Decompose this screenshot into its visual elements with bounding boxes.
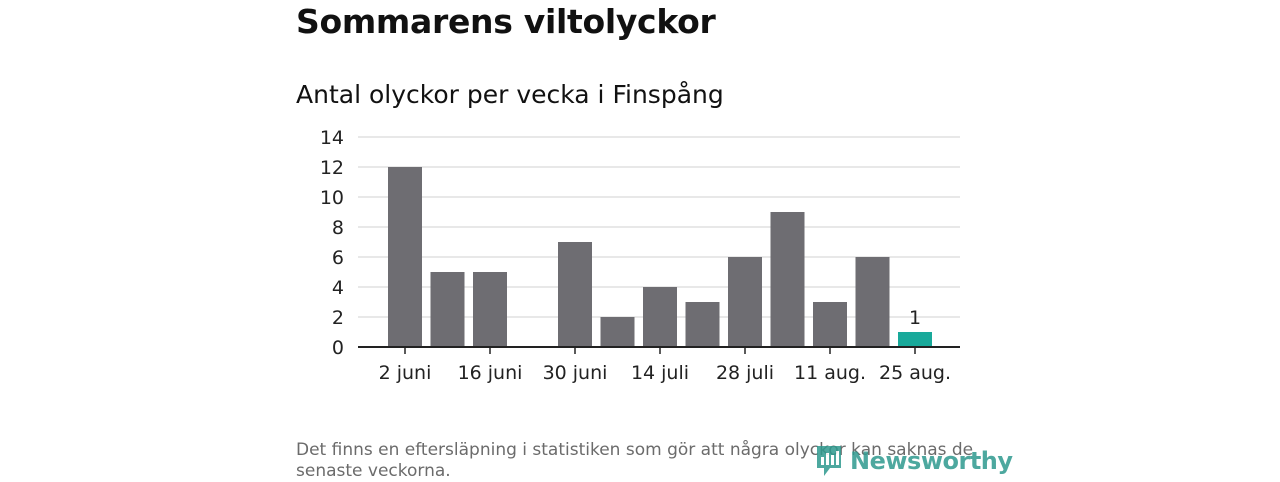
y-tick-label: 8 — [332, 217, 344, 239]
bar-14-juli — [643, 287, 677, 347]
footnote: Det finns en eftersläpning i statistiken… — [296, 440, 974, 481]
chart-title: Sommarens viltolyckor — [296, 2, 716, 41]
bar-9-juni — [430, 272, 465, 347]
y-tick-label: 10 — [320, 187, 344, 209]
chart-subtitle: Antal olyckor per vecka i Finspång — [296, 80, 724, 109]
x-tick-label: 16 juni — [458, 362, 523, 384]
y-axis-ticks: 0 2 4 6 8 10 12 14 — [320, 127, 344, 359]
bar-25-aug — [898, 332, 932, 347]
bar-18-aug — [855, 257, 890, 347]
bar-30-juni — [558, 242, 592, 347]
y-tick-label: 12 — [320, 157, 344, 179]
x-axis-ticks: 2 juni 16 juni 30 juni 14 juli 28 juli 11 aug… — [379, 347, 951, 384]
bar-4-aug — [770, 212, 805, 347]
x-tick-label: 2 juni — [379, 362, 432, 384]
y-tick-label: 0 — [332, 337, 344, 359]
bars — [388, 167, 932, 347]
bar-11-aug — [813, 302, 847, 347]
data-label: 1 — [909, 307, 921, 329]
x-tick-label: 14 juli — [631, 362, 689, 384]
bar-21-juli — [685, 302, 720, 347]
x-tick-label: 25 aug. — [879, 362, 951, 384]
bar-7-juli — [600, 317, 635, 347]
y-tick-label: 6 — [332, 247, 344, 269]
x-tick-label: 30 juni — [543, 362, 608, 384]
y-tick-label: 14 — [320, 127, 344, 149]
x-tick-label: 11 aug. — [794, 362, 866, 384]
logo-text: Newsworthy — [850, 447, 1013, 475]
newsworthy-logo: Newsworthy — [814, 444, 1013, 478]
y-tick-label: 4 — [332, 277, 344, 299]
bar-16-juni — [473, 272, 507, 347]
x-tick-label: 28 juli — [716, 362, 774, 384]
y-tick-label: 2 — [332, 307, 344, 329]
bar-28-juli — [728, 257, 762, 347]
newsworthy-logo-icon — [817, 446, 841, 476]
bar-2-juni — [388, 167, 422, 347]
data-labels: 1 — [909, 307, 921, 329]
